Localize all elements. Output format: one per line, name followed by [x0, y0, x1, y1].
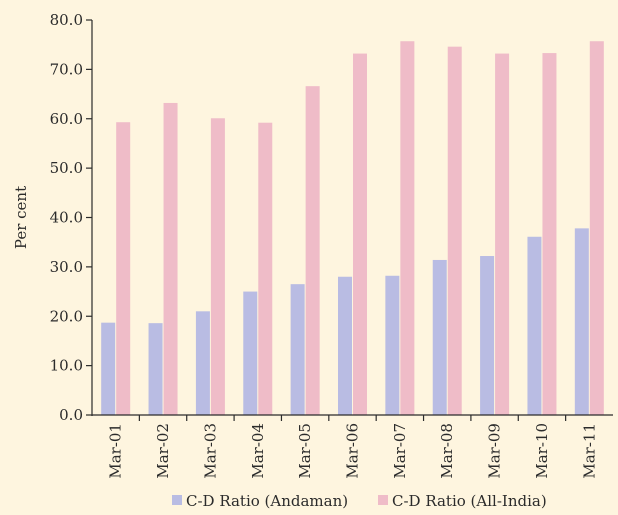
y-tick-label: 40.0: [50, 209, 83, 227]
bar-all-india: [495, 53, 510, 415]
x-tick-label: Mar-02: [154, 423, 172, 479]
x-tick-label: Mar-05: [296, 423, 314, 479]
bar-all-india: [589, 41, 604, 415]
x-tick-label: Mar-01: [107, 423, 125, 479]
bar-andaman: [385, 275, 400, 415]
bar-all-india: [542, 53, 557, 415]
bar-andaman: [148, 323, 163, 415]
bar-all-india: [116, 122, 131, 416]
legend-label-andaman: C-D Ratio (Andaman): [186, 492, 348, 510]
bar-all-india: [258, 122, 273, 415]
x-tick-label: Mar-11: [580, 423, 598, 479]
bar-andaman: [195, 311, 210, 415]
bar-andaman: [432, 259, 447, 415]
bar-andaman: [527, 236, 542, 415]
y-tick-label: 80.0: [50, 11, 83, 29]
x-tick-label: Mar-03: [201, 423, 219, 479]
y-tick-label: 10.0: [50, 357, 83, 375]
legend: C-D Ratio (Andaman) C-D Ratio (All-India…: [172, 492, 547, 510]
x-tick-label: Mar-07: [391, 423, 409, 479]
bar-andaman: [574, 228, 589, 415]
y-tick-label: 20.0: [50, 307, 83, 325]
y-tick-label: 60.0: [50, 110, 83, 128]
bar-all-india: [400, 41, 415, 415]
bar-andaman: [101, 322, 116, 415]
x-tick-label: Mar-06: [344, 423, 362, 479]
y-tick-label: 70.0: [50, 60, 83, 78]
x-tick-label: Mar-04: [249, 423, 267, 479]
bar-andaman: [290, 284, 305, 415]
x-tick-label: Mar-08: [438, 423, 456, 479]
bar-all-india: [353, 53, 367, 415]
bar-andaman: [338, 276, 352, 415]
legend-label-all-india: C-D Ratio (All-India): [392, 492, 547, 510]
axes: 0.0 10.0 20.0 30.0 40.0 50.0 60.0 70.0 80.0 Mar-0…: [50, 11, 613, 479]
legend-swatch-andaman: [172, 495, 182, 505]
bar-andaman: [480, 256, 495, 415]
y-axis-label: Per cent: [12, 186, 30, 249]
bar-all-india: [163, 102, 178, 415]
bar-all-india: [210, 118, 225, 415]
y-tick-label: 30.0: [50, 258, 83, 276]
bar-all-india: [305, 86, 320, 415]
plot-area: [101, 41, 604, 416]
x-tick-label: Mar-10: [533, 423, 551, 479]
bar-all-india: [447, 46, 462, 415]
x-tick-label: Mar-09: [486, 423, 504, 479]
y-tick-label: 0.0: [59, 406, 83, 424]
bar-andaman: [243, 291, 258, 415]
y-tick-label: 50.0: [50, 159, 83, 177]
legend-swatch-all-india: [378, 495, 388, 505]
